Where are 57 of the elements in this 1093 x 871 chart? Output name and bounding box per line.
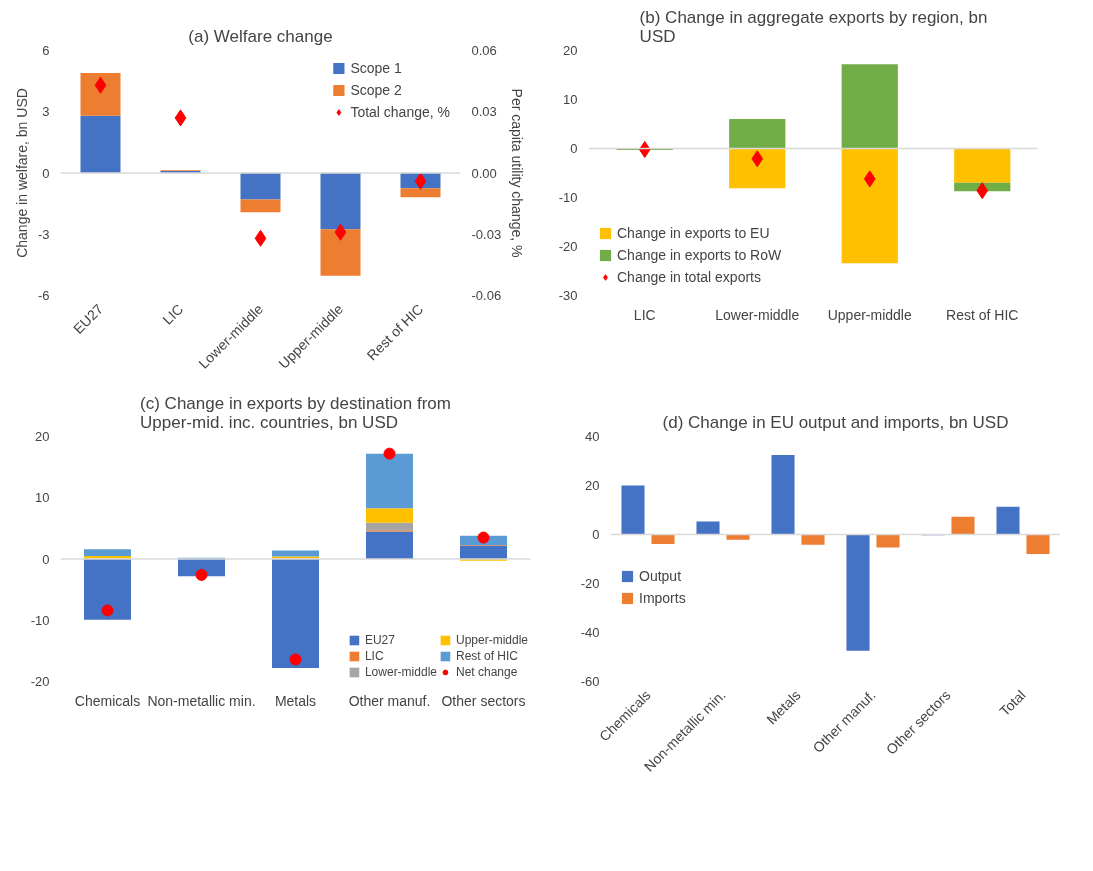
- legend-label: Change in exports to RoW: [617, 247, 782, 263]
- legend-label: LIC: [364, 649, 385, 663]
- x-tick-label: Lower-middle: [715, 306, 800, 323]
- y-tick-label: 0: [592, 527, 600, 542]
- legend-label: Scope 1: [350, 60, 402, 76]
- x-tick-label: Other sectors: [441, 692, 526, 709]
- y-tick-label: -20: [30, 674, 50, 689]
- x-tick-label: Metals: [274, 692, 317, 709]
- x-tick-label: Other manuf.: [348, 692, 431, 709]
- legend-label: Lower-middle: [364, 665, 437, 679]
- y-tick-label: -60: [580, 674, 600, 689]
- y-tick-label: 6: [42, 43, 50, 58]
- y-tick-label: -10: [30, 612, 50, 628]
- y2-tick-label: 0.00: [471, 165, 497, 181]
- chart-title: (d) Change in EU output and imports, bn USD: [662, 412, 1009, 432]
- y2-tick-label: 0.03: [471, 104, 497, 120]
- y-tick-label: 0: [42, 165, 50, 181]
- y-tick-label: 0: [42, 551, 50, 567]
- y-axis-title: Change in welfare, bn USD: [13, 88, 30, 258]
- y-tick-label: -6: [37, 288, 50, 303]
- legend-label: Net change: [455, 665, 518, 679]
- legend-label: Rest of HIC: [455, 649, 518, 663]
- x-tick-label: LIC: [159, 300, 187, 328]
- y-tick-label: 20: [585, 478, 600, 493]
- chart-title: (b) Change in aggregate exports by region, bn USD: [639, 7, 988, 46]
- y-tick-label: 10: [563, 92, 578, 107]
- legend-label: EU27: [364, 633, 395, 647]
- y-tick-label: -3: [37, 226, 50, 242]
- y2-tick-label: -0.03: [471, 226, 502, 242]
- y2-tick-label: 0.06: [471, 43, 497, 58]
- legend-label: Total change, %: [350, 104, 450, 120]
- y-tick-label: 3: [42, 104, 50, 120]
- y-tick-label: 20: [35, 429, 50, 444]
- x-tick-label: Rest of HIC: [946, 306, 1019, 323]
- y2-tick-label: -0.06: [471, 288, 502, 303]
- y-tick-label: -20: [580, 576, 600, 591]
- legend-label: Change in exports to EU: [617, 225, 770, 241]
- y-tick-label: 10: [35, 490, 50, 506]
- chart-title: (a) Welfare change: [188, 26, 333, 46]
- x-tick-label: Chemicals: [74, 692, 141, 709]
- y-tick-label: -30: [558, 288, 578, 303]
- x-tick-label: Non-metallic min.: [147, 692, 256, 709]
- y-tick-label: -10: [558, 190, 578, 205]
- legend-label: Upper-middle: [455, 633, 528, 647]
- y2-axis-title: Per capita utility change, %: [509, 88, 526, 258]
- y-tick-label: 40: [585, 429, 600, 444]
- y-tick-label: 20: [563, 43, 578, 58]
- chart-title: (c) Change in exports by destination from Upper-mid. inc. countries, bn USD: [140, 393, 451, 432]
- y-tick-label: 0: [570, 141, 578, 156]
- legend-label: Change in total exports: [617, 269, 761, 285]
- x-tick-label: Upper-middle: [827, 306, 912, 323]
- legend-label: Imports: [639, 590, 686, 606]
- y-tick-label: -20: [558, 239, 578, 254]
- x-tick-label: LIC: [633, 306, 656, 323]
- y-tick-label: -40: [580, 625, 600, 640]
- legend-label: Output: [639, 568, 682, 584]
- legend-label: Scope 2: [350, 82, 402, 98]
